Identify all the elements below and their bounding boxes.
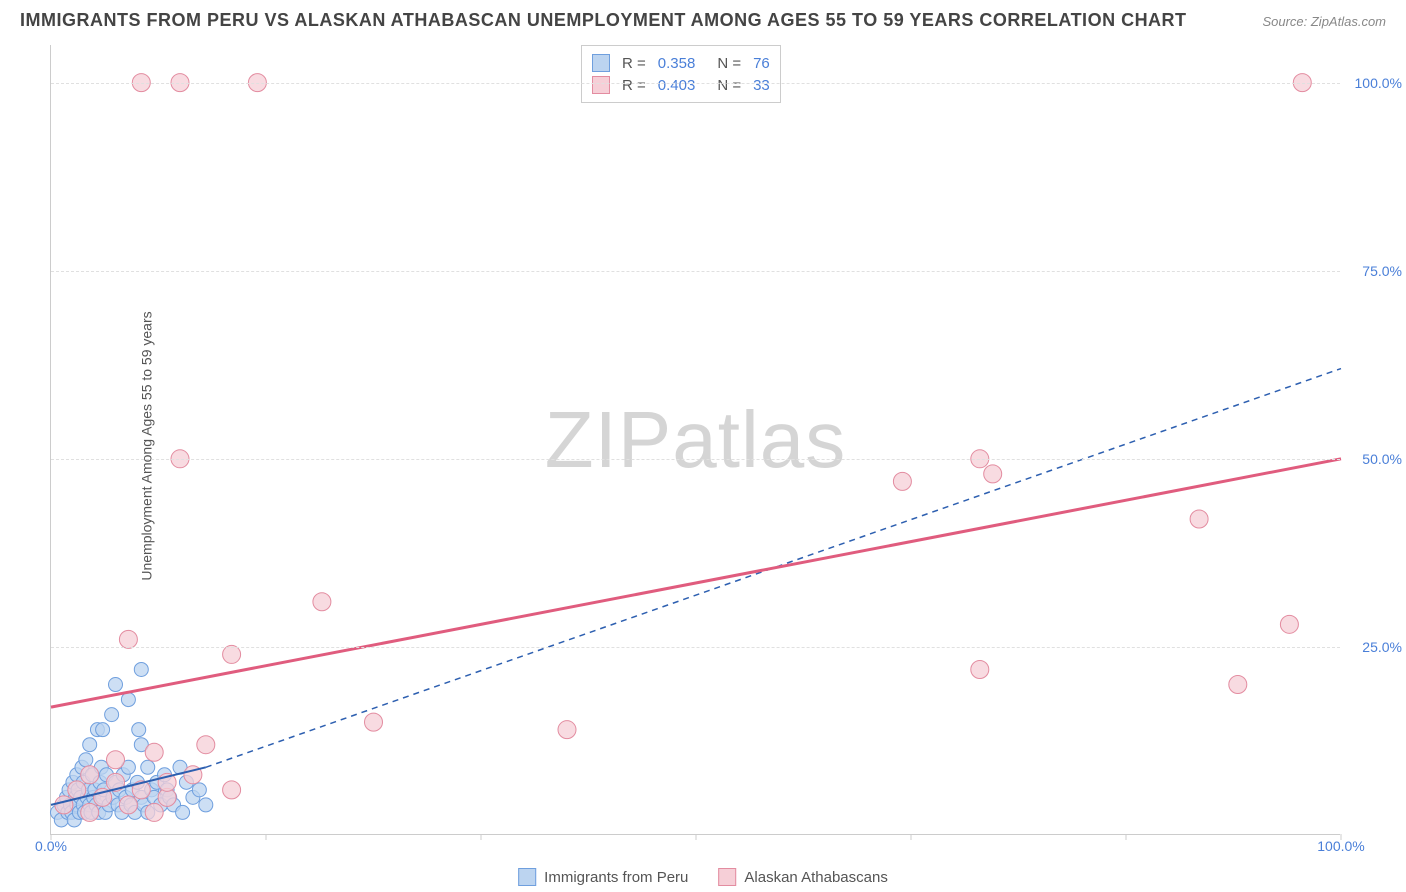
data-point	[893, 472, 911, 490]
data-point	[1280, 615, 1298, 633]
legend-row: R = 0.358 N = 76	[592, 52, 770, 74]
data-point	[107, 751, 125, 769]
data-point	[83, 738, 97, 752]
gridline-h	[51, 647, 1340, 648]
data-point	[176, 805, 190, 819]
data-point	[199, 798, 213, 812]
legend-n-label: N =	[717, 77, 741, 94]
y-tick-label: 25.0%	[1362, 639, 1402, 655]
legend-n-value: 76	[753, 55, 770, 72]
data-point	[1190, 510, 1208, 528]
trend-line	[51, 459, 1341, 707]
plot-area: ZIPatlas R = 0.358N = 76R = 0.403N = 33 …	[50, 45, 1340, 835]
legend-swatch	[592, 54, 610, 72]
data-point	[192, 783, 206, 797]
series-legend-label: Immigrants from Peru	[544, 869, 688, 886]
y-tick-label: 75.0%	[1362, 263, 1402, 279]
data-point	[145, 743, 163, 761]
x-tick-mark	[480, 834, 481, 840]
data-point	[105, 708, 119, 722]
data-point	[223, 781, 241, 799]
data-point	[96, 723, 110, 737]
y-tick-label: 100.0%	[1355, 75, 1402, 91]
data-point	[121, 693, 135, 707]
legend-swatch	[592, 76, 610, 94]
legend-n-value: 33	[753, 77, 770, 94]
data-point	[313, 593, 331, 611]
x-tick-mark	[911, 834, 912, 840]
x-tick-mark	[266, 834, 267, 840]
data-point	[119, 796, 137, 814]
gridline-h	[51, 83, 1340, 84]
x-tick-mark	[1125, 834, 1126, 840]
series-legend-label: Alaskan Athabascans	[744, 869, 887, 886]
chart-title: IMMIGRANTS FROM PERU VS ALASKAN ATHABASC…	[20, 10, 1187, 31]
y-tick-label: 50.0%	[1362, 451, 1402, 467]
legend-r-value: 0.403	[658, 77, 696, 94]
data-point	[81, 766, 99, 784]
data-point	[55, 796, 73, 814]
series-legend-item: Immigrants from Peru	[518, 868, 688, 886]
source-label: Source: ZipAtlas.com	[1262, 14, 1386, 29]
data-point	[223, 645, 241, 663]
data-point	[109, 678, 123, 692]
data-point	[145, 803, 163, 821]
legend-r-label: R =	[622, 77, 646, 94]
data-point	[79, 753, 93, 767]
data-point	[971, 660, 989, 678]
data-point	[1229, 676, 1247, 694]
data-point	[81, 803, 99, 821]
data-point	[365, 713, 383, 731]
data-point	[132, 723, 146, 737]
legend-r-label: R =	[622, 55, 646, 72]
data-point	[558, 721, 576, 739]
data-point	[984, 465, 1002, 483]
data-point	[141, 760, 155, 774]
series-legend-item: Alaskan Athabascans	[718, 868, 887, 886]
gridline-h	[51, 271, 1340, 272]
data-point	[134, 662, 148, 676]
correlation-legend: R = 0.358 N = 76 R = 0.403 N = 33	[581, 45, 781, 103]
data-point	[119, 630, 137, 648]
legend-swatch	[518, 868, 536, 886]
legend-r-value: 0.358	[658, 55, 696, 72]
data-point	[197, 736, 215, 754]
x-tick-label: 100.0%	[1317, 838, 1364, 854]
legend-n-label: N =	[717, 55, 741, 72]
legend-row: R = 0.403 N = 33	[592, 74, 770, 96]
legend-swatch	[718, 868, 736, 886]
x-tick-label: 0.0%	[35, 838, 67, 854]
x-tick-mark	[696, 834, 697, 840]
series-legend: Immigrants from Peru Alaskan Athabascans	[518, 868, 888, 886]
plot-svg	[51, 45, 1340, 834]
gridline-h	[51, 459, 1340, 460]
